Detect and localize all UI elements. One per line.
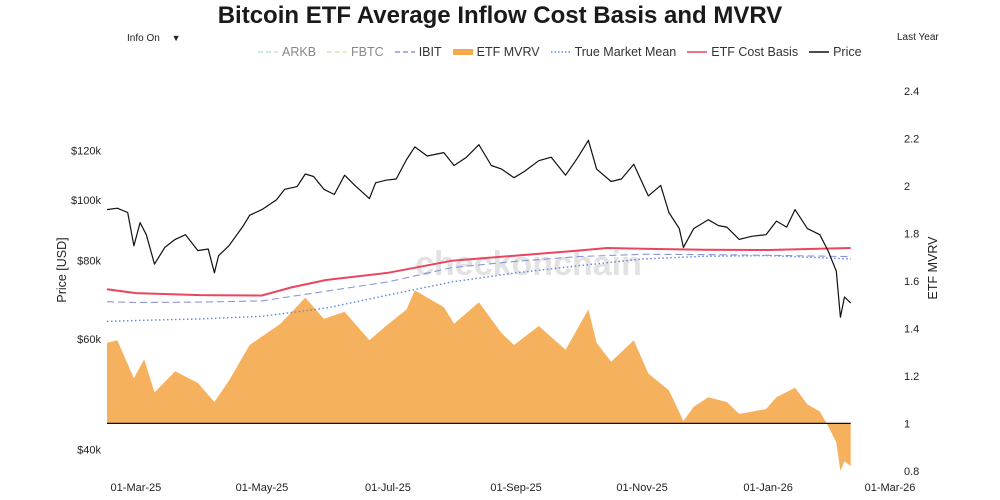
legend-label: IBIT xyxy=(418,45,442,59)
legend-swatch xyxy=(327,51,348,53)
y-right-tick-label: 1.4 xyxy=(904,323,919,335)
x-tick-label: 01-May-25 xyxy=(236,482,289,494)
chart-title: Bitcoin ETF Average Inflow Cost Basis an… xyxy=(217,2,783,29)
y-right-tick-label: 1.8 xyxy=(904,228,919,240)
legend-item-price[interactable]: Price xyxy=(809,45,862,59)
legend-item-arkb[interactable]: ARKB xyxy=(258,45,316,59)
info-toggle-label: Info On xyxy=(127,33,160,44)
legend-label: FBTC xyxy=(351,45,384,59)
y-right-tick-label: 1.6 xyxy=(904,276,919,288)
legend-item-etf_mvrv[interactable]: ETF MVRV xyxy=(452,45,540,59)
range-selector-button[interactable]: Last Year xyxy=(890,29,957,47)
y-left-tick-label: $60k xyxy=(77,334,101,346)
series-ibit xyxy=(106,253,851,304)
info-toggle-dropdown[interactable]: Info On ▼ xyxy=(120,29,195,47)
x-tick-label: 01-Jan-26 xyxy=(743,482,793,494)
y-right-tick-label: 1.2 xyxy=(904,371,919,383)
series-etf-mvrv-area xyxy=(107,290,851,471)
y-right-tick-label: 2.2 xyxy=(904,133,919,145)
legend-item-cost_basis[interactable]: ETF Cost Basis xyxy=(687,45,798,59)
y-right-tick-label: 2.4 xyxy=(904,86,919,98)
legend-swatch xyxy=(687,51,708,53)
legend-item-fbtc[interactable]: FBTC xyxy=(327,45,384,59)
y-right-tick-label: 2 xyxy=(904,181,910,193)
legend-label: ETF MVRV xyxy=(476,45,540,59)
legend-item-tmm[interactable]: True Market Mean xyxy=(550,45,677,59)
legend-label: Price xyxy=(833,45,862,59)
y-left-axis-title: Price [USD] xyxy=(55,237,69,302)
watermark: checkonchain xyxy=(415,245,642,283)
x-tick-label: 01-Jul-25 xyxy=(365,482,411,494)
y-right-axis-title: ETF MVRV xyxy=(926,236,940,300)
x-tick-label: 01-Mar-26 xyxy=(865,482,916,494)
x-tick-label: 01-Mar-25 xyxy=(111,482,162,494)
legend-swatch xyxy=(452,49,473,55)
legend-label: True Market Mean xyxy=(574,45,677,59)
y-right-tick-label: 1 xyxy=(904,418,910,430)
legend-swatch xyxy=(809,51,830,53)
legend-swatch xyxy=(258,51,278,53)
series-etf-cost-basis xyxy=(106,246,851,297)
x-tick-label: 01-Nov-25 xyxy=(616,482,667,494)
legend-label: ARKB xyxy=(282,45,317,59)
x-tick-label: 01-Sep-25 xyxy=(490,482,541,494)
legend-label: ETF Cost Basis xyxy=(711,45,799,59)
y-right-tick-label: 0.8 xyxy=(904,466,919,478)
y-left-tick-label: $120k xyxy=(71,145,101,157)
y-left-tick-label: $80k xyxy=(77,256,101,268)
legend-swatch xyxy=(394,51,415,53)
chevron-down-icon: ▼ xyxy=(171,33,181,43)
legend-item-ibit[interactable]: IBIT xyxy=(394,45,442,59)
series-price xyxy=(106,139,852,318)
chart-legend: ARKB FBTC IBIT ETF MVRV True Market Mean ETF … xyxy=(258,44,873,60)
y-left-tick-label: $40k xyxy=(77,444,101,456)
y-left-tick-label: $100k xyxy=(71,195,101,207)
series-true-market-mean xyxy=(106,254,851,323)
